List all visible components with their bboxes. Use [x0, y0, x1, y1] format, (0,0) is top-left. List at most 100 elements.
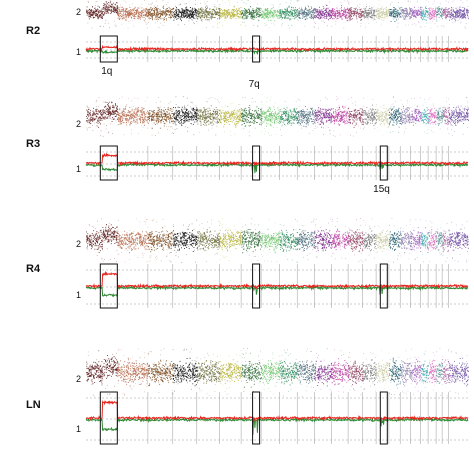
- copy-number-points: [331, 228, 349, 250]
- copy-number-points: [172, 6, 198, 22]
- chromosome-track-chr14: [362, 4, 377, 28]
- event-box-7q: [252, 263, 261, 309]
- copy-number-points: [261, 228, 281, 254]
- chromosome-track-chr9: [279, 101, 299, 137]
- event-box-1q: [99, 391, 118, 445]
- chromosome-track-chr11: [314, 218, 332, 258]
- chromosome-track-chr12: [331, 218, 349, 260]
- event-box-7q: [252, 145, 261, 181]
- chromosome-track-chr19: [420, 350, 429, 392]
- copy-number-points: [348, 360, 364, 386]
- chromosome-track-chr22: [442, 350, 450, 397]
- sample-label: R3: [26, 138, 40, 150]
- chromosome-track-chr22: [442, 0, 450, 28]
- chromosome-track-chr8: [261, 218, 281, 263]
- copy-number-points: [241, 105, 262, 127]
- baf-trace-lower: [85, 47, 469, 55]
- copy-number-points: [261, 360, 281, 384]
- chromosome-track-chr1: [86, 218, 119, 262]
- copy-number-points: [297, 229, 316, 251]
- copy-number-scatter: [400, 219, 411, 260]
- chromosome-track-chr15: [376, 0, 390, 26]
- copy-number-points: [400, 106, 412, 125]
- copy-number-points: [219, 5, 242, 20]
- copy-number-scatter: [173, 219, 198, 263]
- annotation-label-15q: 15q: [373, 184, 390, 195]
- copy-number-points: [172, 228, 198, 252]
- copy-number-points: [147, 5, 174, 21]
- chromosome-track-chr8: [261, 96, 281, 137]
- copy-number-points: [376, 6, 390, 21]
- copy-number-points: [428, 7, 437, 20]
- chromosome-track-chr9: [279, 0, 298, 29]
- chromosome-track-chr14: [362, 218, 377, 261]
- chromosome-track-chr20: [428, 352, 437, 391]
- copy-number-scatter: [376, 218, 390, 262]
- chromosome-track-chr10: [297, 348, 315, 397]
- event-box-15q: [379, 145, 388, 181]
- chromosome-track-chr16: [389, 2, 401, 28]
- baf-trace-lower: [85, 162, 469, 174]
- copy-number-points: [348, 107, 364, 128]
- tick-label-1: 1: [76, 424, 81, 434]
- copy-number-points: [117, 357, 149, 387]
- copy-number-points: [442, 359, 450, 384]
- copy-number-points: [362, 228, 377, 252]
- copy-number-points: [117, 106, 149, 126]
- copy-number-points: [436, 107, 443, 126]
- copy-number-points: [147, 227, 174, 253]
- chromosome-track-chr10: [297, 218, 316, 261]
- chromosome-track-chr17: [400, 219, 412, 260]
- baf-trace-upper: [85, 44, 469, 53]
- chromosome-track-chr18: [410, 0, 422, 27]
- copy-number-points: [448, 106, 469, 126]
- copy-number-points: [348, 229, 364, 252]
- chromosome-track-chr3: [148, 97, 174, 136]
- chromosome-track-chr19: [420, 220, 429, 263]
- tick-label-2: 2: [76, 7, 81, 17]
- copy-number-points: [86, 355, 119, 385]
- chromosome-track-chr21: [436, 3, 443, 27]
- baf-trace-lower: [85, 416, 469, 435]
- copy-number-points: [331, 358, 349, 386]
- chromosome-track-chr3: [147, 0, 174, 28]
- chromosome-track-chrX: [448, 349, 469, 395]
- chromosome-track-chr11: [314, 1, 332, 29]
- chromosome-track-chr21: [436, 348, 443, 396]
- chromosome-track-chr13: [348, 1, 364, 27]
- copy-number-points: [314, 360, 333, 387]
- chromosome-track-chr18: [410, 348, 422, 395]
- copy-number-points: [400, 7, 412, 20]
- chromosome-track-chr17: [400, 99, 412, 134]
- chromosome-track-chr5: [196, 97, 221, 136]
- chromosome-track-chr12: [331, 96, 349, 137]
- copy-number-points: [117, 230, 149, 254]
- copy-number-points: [362, 104, 377, 126]
- copy-number-points: [420, 6, 429, 21]
- copy-number-scatter: [428, 221, 437, 262]
- copy-number-scatter: [389, 96, 400, 133]
- chromosome-track-chr16: [388, 96, 402, 133]
- chromosome-track-chr10: [297, 98, 316, 134]
- chromosome-track-chr7: [241, 0, 262, 27]
- copy-number-points: [219, 359, 242, 384]
- copy-number-points: [241, 6, 262, 21]
- chromosome-track-chr4: [173, 96, 198, 136]
- chromosome-track-chr14: [362, 97, 377, 130]
- copy-number-points: [388, 357, 402, 385]
- chromosome-track-chr12: [331, 0, 349, 29]
- copy-number-points: [448, 6, 469, 22]
- plot-area: [85, 348, 469, 445]
- chromosome-track-chr1: [86, 0, 119, 29]
- copy-number-points: [362, 6, 377, 20]
- chromosome-track-chr12: [331, 349, 349, 397]
- chromosome-track-chr4: [172, 0, 198, 26]
- chromosome-track-chr4: [172, 219, 198, 263]
- copy-number-points: [196, 105, 221, 126]
- chromosome-track-chr18: [411, 97, 422, 126]
- tick-label-1: 1: [76, 290, 81, 300]
- chromosome-track-chr15: [376, 218, 390, 262]
- chromosome-track-chr14: [362, 351, 377, 392]
- copy-number-points: [297, 360, 315, 384]
